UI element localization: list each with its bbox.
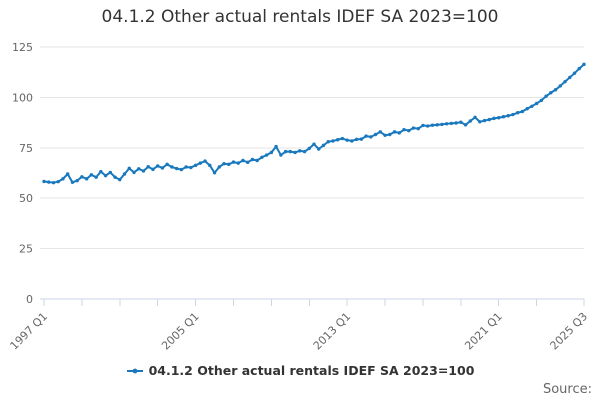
- x-axis-label: 1997 Q1: [8, 310, 51, 353]
- legend-line-marker-icon: [126, 368, 143, 373]
- y-axis-label: 125: [12, 41, 33, 54]
- series-markers: [42, 62, 586, 185]
- x-axis-label: 2021 Q1: [462, 310, 505, 353]
- x-axis-label: 2005 Q1: [159, 310, 202, 353]
- series-line: [43, 63, 585, 184]
- x-axis-label: 2025 Q3: [548, 310, 591, 353]
- y-axis-label: 50: [19, 192, 33, 205]
- x-axis-label: 2013 Q1: [311, 310, 354, 353]
- chart-title: 04.1.2 Other actual rentals IDEF SA 2023…: [101, 7, 499, 27]
- legend-item[interactable]: 04.1.2 Other actual rentals IDEF SA 2023…: [126, 363, 475, 378]
- x-axis-labels: 1997 Q1 2005 Q1 2013 Q1 2021 Q1 2025 Q3: [8, 310, 591, 353]
- y-axis-label: 75: [19, 142, 33, 155]
- y-axis-label: 25: [19, 243, 33, 256]
- y-gridlines: [40, 46, 584, 300]
- x-axis-ticks: [43, 299, 585, 306]
- legend-item-label: 04.1.2 Other actual rentals IDEF SA 2023…: [148, 363, 475, 378]
- y-axis-labels: 0 25 50 75 100 125: [12, 41, 33, 306]
- plot-area: 0 25 50 75 100 125 1997 Q1 2005 Q1 2013 Q1 2021 Q…: [8, 41, 591, 353]
- source-label: Source:: [542, 382, 592, 397]
- y-axis-label: 100: [12, 91, 33, 104]
- legend: 04.1.2 Other actual rentals IDEF SA 2023…: [0, 363, 600, 378]
- y-axis-label: 0: [26, 293, 33, 306]
